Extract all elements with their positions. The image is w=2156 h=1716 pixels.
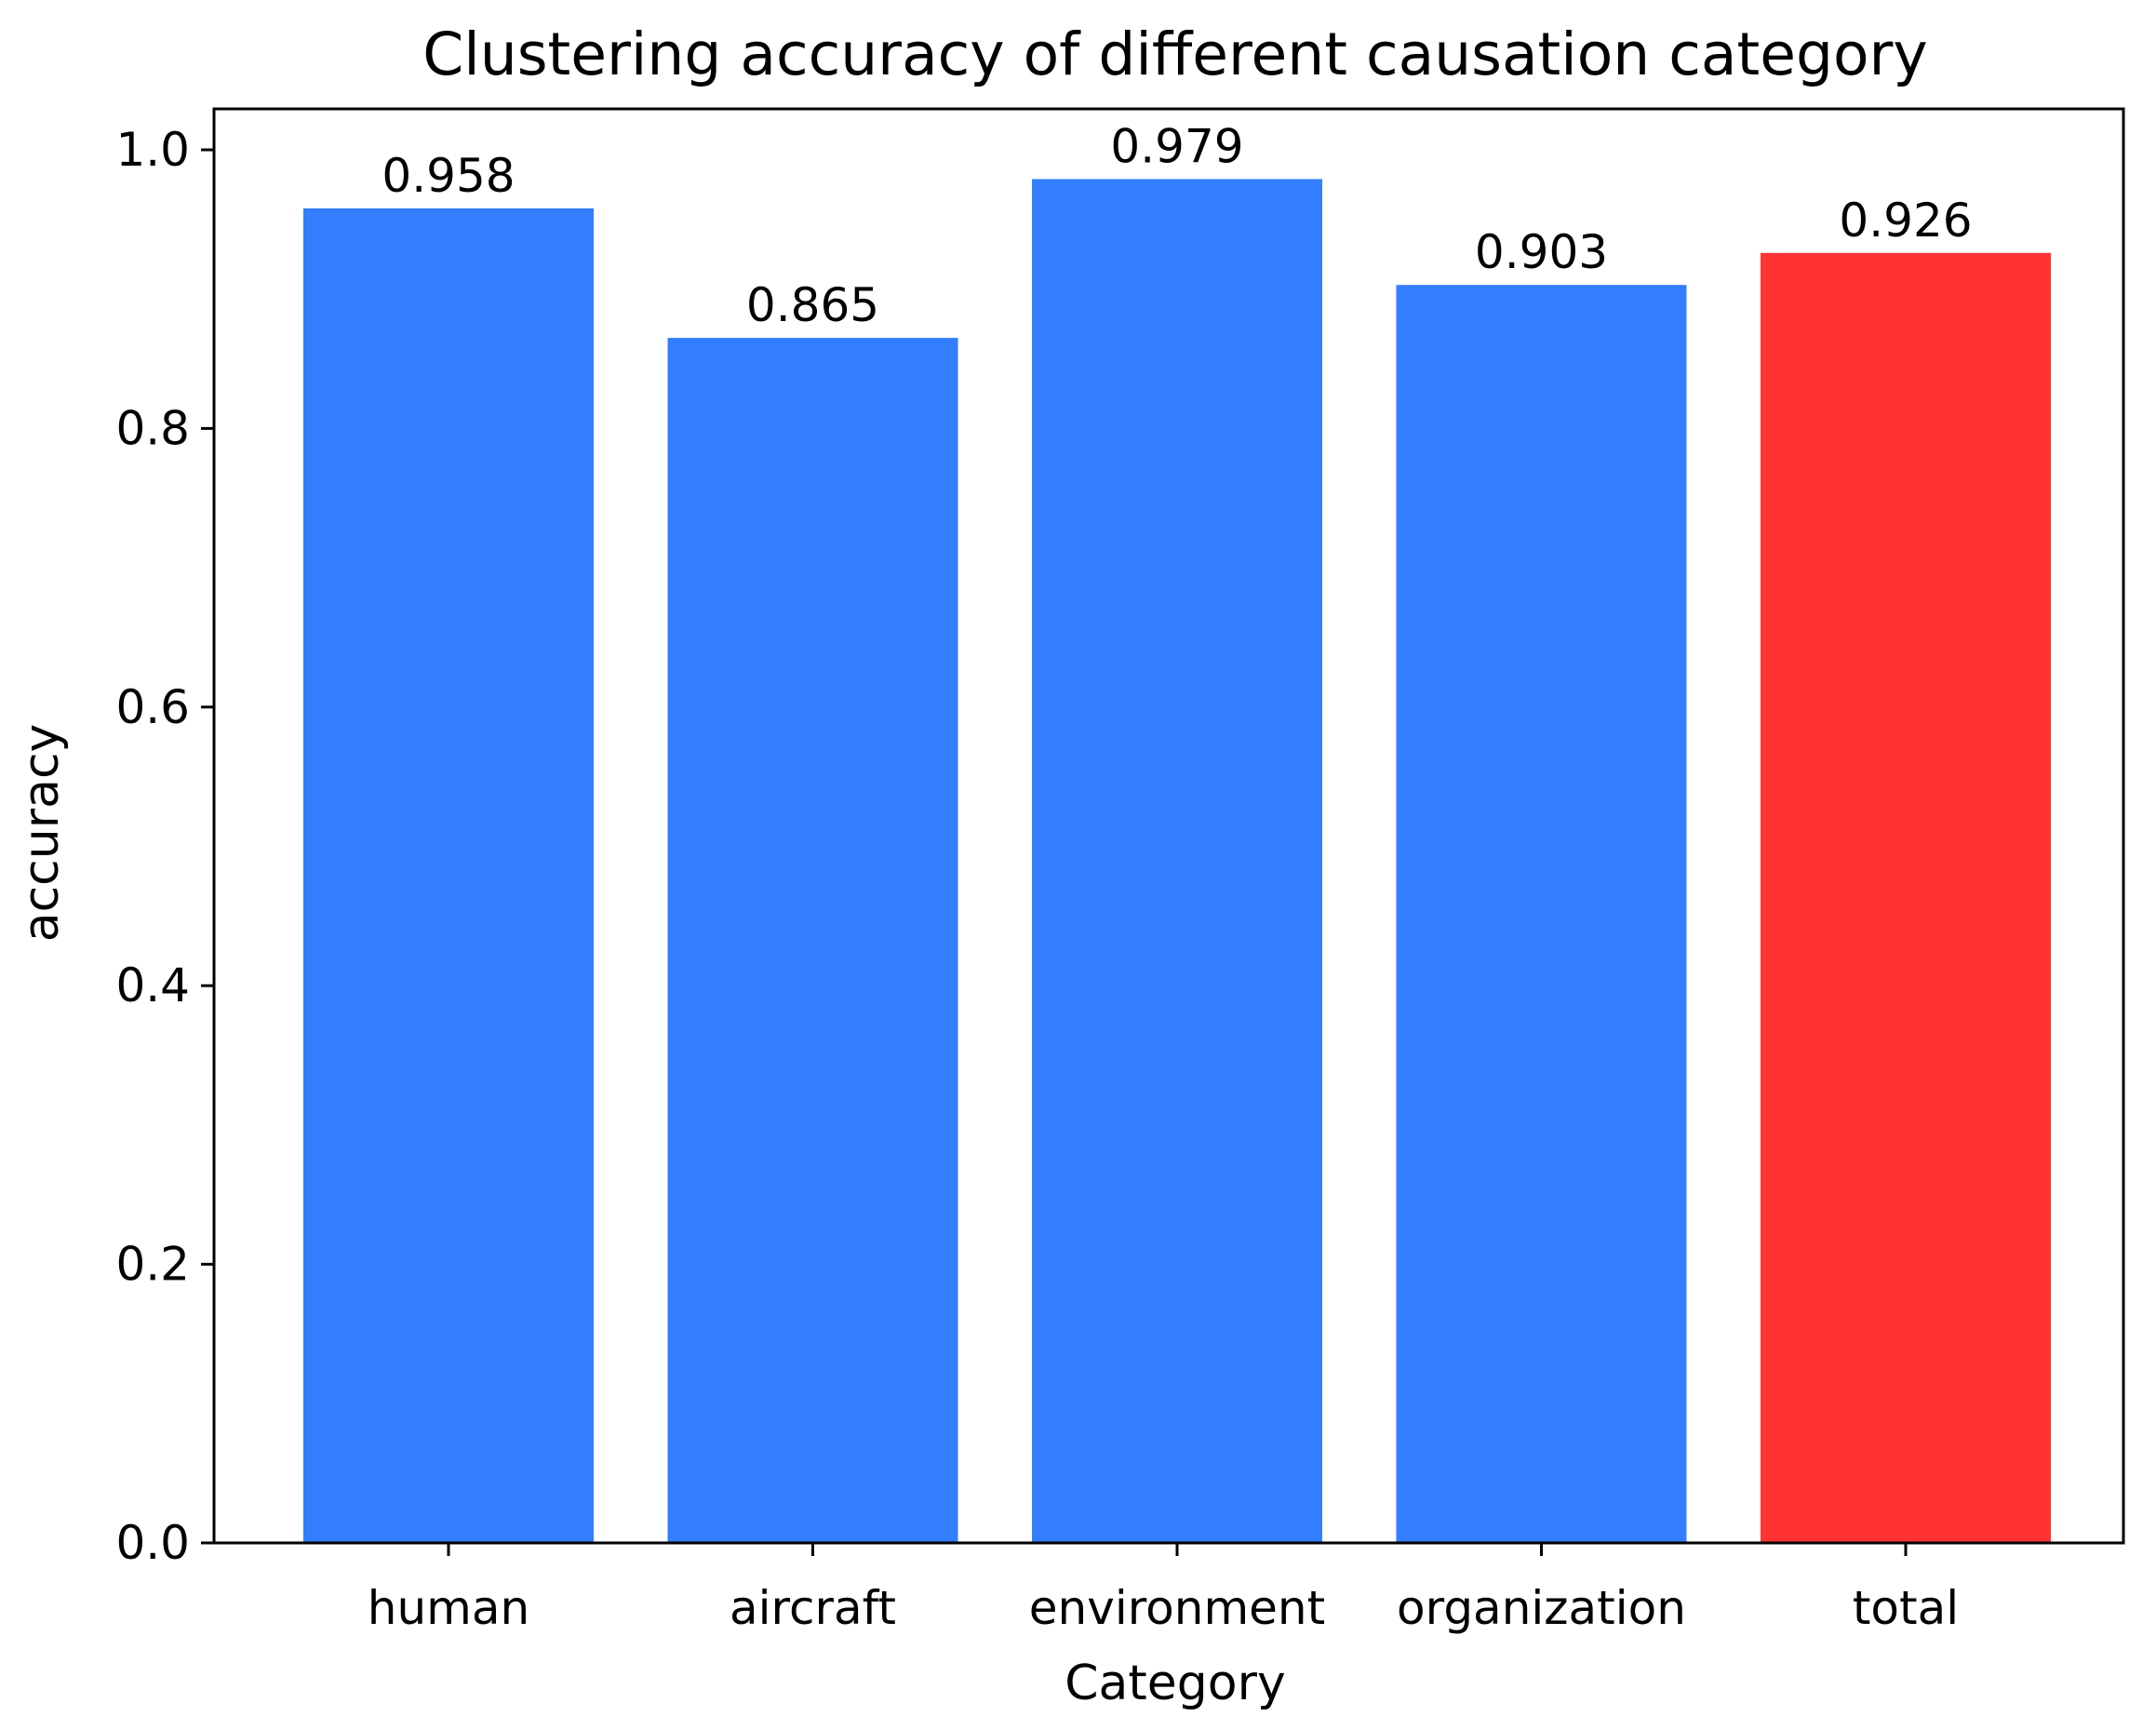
bar-organization xyxy=(1396,285,1687,1544)
y-tick-label-0.2: 0.2 xyxy=(115,1238,190,1292)
y-axis-ticks: 0.0 0.2 0.4 0.6 0.8 1.0 xyxy=(115,123,214,1570)
x-tick-label-environment: environment xyxy=(1029,1581,1325,1635)
data-labels-group: 0.958 0.865 0.979 0.903 0.926 xyxy=(382,119,1972,332)
y-tick-label-0.6: 0.6 xyxy=(115,680,190,734)
x-tick-label-total: total xyxy=(1853,1581,1959,1635)
data-label-total: 0.926 xyxy=(1839,194,1972,248)
data-label-aircraft: 0.865 xyxy=(746,278,879,332)
bar-environment xyxy=(1032,179,1322,1543)
x-axis-label: Category xyxy=(1065,1656,1286,1711)
y-tick-label-0.0: 0.0 xyxy=(115,1516,190,1570)
data-label-environment: 0.979 xyxy=(1110,119,1243,173)
y-tick-label-0.8: 0.8 xyxy=(115,401,190,455)
chart-title: Clustering accuracy of different causati… xyxy=(422,20,1927,88)
x-tick-label-organization: organization xyxy=(1397,1581,1686,1635)
x-tick-label-human: human xyxy=(368,1581,529,1635)
x-axis-ticks: human aircraft environment organization tota… xyxy=(368,1543,1959,1635)
y-axis-label: accuracy xyxy=(14,724,70,943)
y-tick-label-1.0: 1.0 xyxy=(115,123,190,177)
data-label-human: 0.958 xyxy=(382,149,515,203)
bar-aircraft xyxy=(667,338,958,1544)
y-tick-label-0.4: 0.4 xyxy=(115,959,190,1012)
bar-total xyxy=(1761,252,2051,1543)
data-label-organization: 0.903 xyxy=(1475,225,1608,279)
plot-area-frame xyxy=(212,107,2125,1545)
bar-human xyxy=(303,208,594,1543)
x-tick-label-aircraft: aircraft xyxy=(730,1581,896,1635)
bars-group xyxy=(303,179,2051,1544)
